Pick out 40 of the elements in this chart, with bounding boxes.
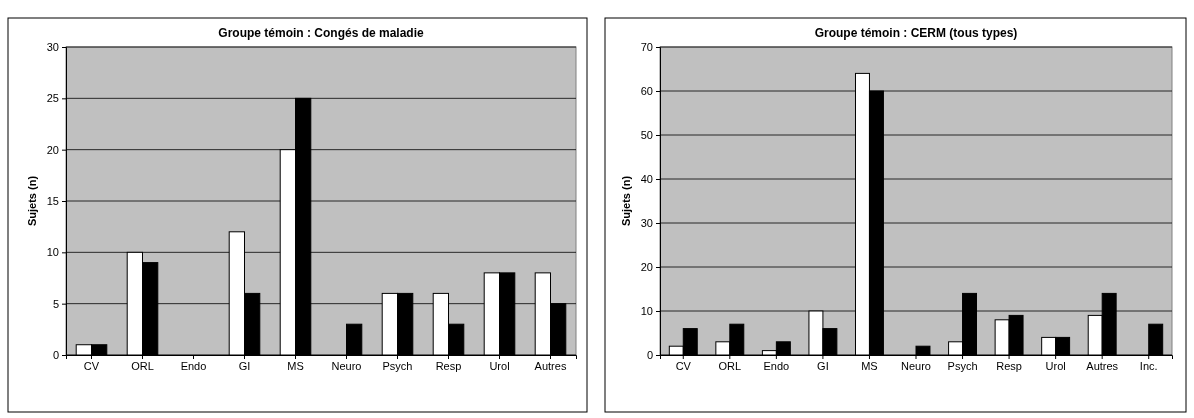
- chart-title: Groupe témoin : CERM (tous types): [814, 26, 1018, 40]
- x-tick-label: Resp: [435, 359, 462, 372]
- x-tick-label: ORL: [131, 359, 154, 372]
- y-tick-label: 60: [640, 85, 653, 98]
- y-tick-label: 40: [640, 173, 653, 186]
- y-tick-label: 30: [640, 217, 653, 230]
- x-tick-label: MS: [287, 359, 304, 372]
- x-tick-label: GI: [238, 359, 251, 372]
- x-tick-label: Autres: [1086, 359, 1119, 372]
- x-tick-label: CV: [83, 359, 100, 372]
- y-axis-title: Sujets (n): [26, 175, 38, 227]
- y-tick-label: 50: [640, 129, 653, 142]
- y-tick-label: 0: [646, 349, 653, 362]
- y-tick-label: 0: [52, 349, 59, 362]
- y-tick-label: 30: [46, 41, 59, 54]
- x-tick-label: GI: [817, 359, 829, 372]
- x-tick-label: Neuro: [331, 359, 362, 372]
- x-tick-label: Psych: [947, 359, 978, 372]
- x-tick-label: Psych: [382, 359, 413, 372]
- y-axis-title: Sujets (n): [620, 175, 632, 227]
- x-tick-label: Urol: [489, 359, 510, 372]
- x-tick-label: Autres: [534, 359, 567, 372]
- x-tick-label: Inc.: [1139, 359, 1158, 372]
- y-tick-label: 10: [46, 246, 59, 259]
- x-tick-label: CV: [675, 359, 692, 372]
- y-tick-label: 70: [640, 41, 653, 54]
- y-tick-label: 10: [640, 305, 653, 318]
- y-tick-label: 5: [52, 297, 59, 310]
- x-tick-label: MS: [861, 359, 878, 372]
- x-tick-label: Endo: [180, 359, 207, 372]
- x-tick-label: Endo: [763, 359, 790, 372]
- x-tick-label: Urol: [1045, 359, 1066, 372]
- chart-title: Groupe témoin : Congés de maladie: [218, 26, 424, 40]
- y-tick-label: 20: [640, 261, 653, 274]
- x-tick-label: Resp: [996, 359, 1022, 372]
- x-tick-label: ORL: [718, 359, 742, 372]
- y-tick-label: 25: [46, 92, 59, 105]
- y-tick-label: 20: [46, 143, 59, 156]
- x-tick-label: Neuro: [901, 359, 931, 372]
- y-tick-label: 15: [46, 195, 59, 208]
